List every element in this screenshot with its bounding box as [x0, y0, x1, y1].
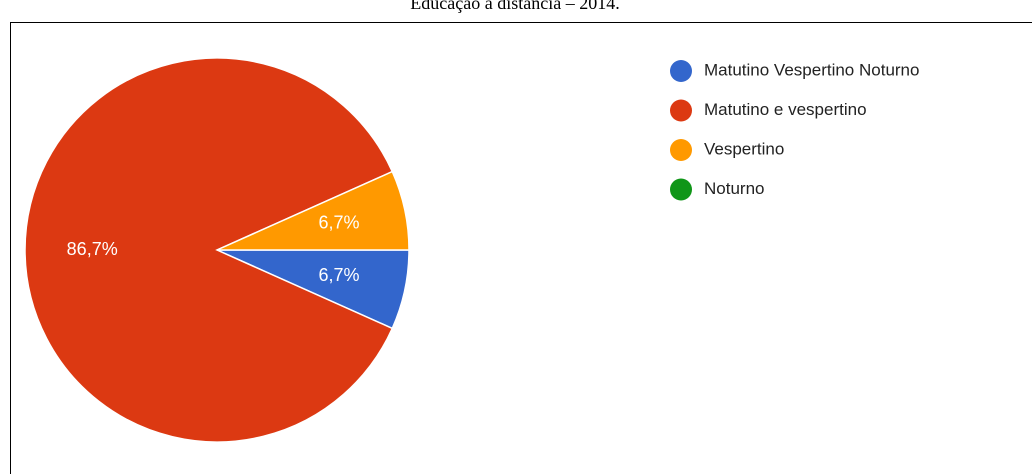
- chart-title: Educação a distância – 2014.: [410, 0, 619, 13]
- legend-swatch: [670, 139, 692, 161]
- legend-label: Noturno: [704, 179, 764, 198]
- legend-label: Matutino e vespertino: [704, 100, 867, 119]
- data-label: 86,7%: [67, 239, 118, 259]
- legend-swatch: [670, 60, 692, 82]
- pie-slice: [24, 57, 394, 443]
- pie-slice: [216, 170, 410, 251]
- legend-swatch: [670, 99, 692, 122]
- legend-swatch: [670, 178, 692, 201]
- legend-label: Matutino Vespertino Noturno: [704, 60, 919, 79]
- legend-label: Vespertino: [704, 139, 784, 158]
- data-label: 6,7%: [319, 265, 360, 285]
- data-label: 6,7%: [319, 213, 360, 233]
